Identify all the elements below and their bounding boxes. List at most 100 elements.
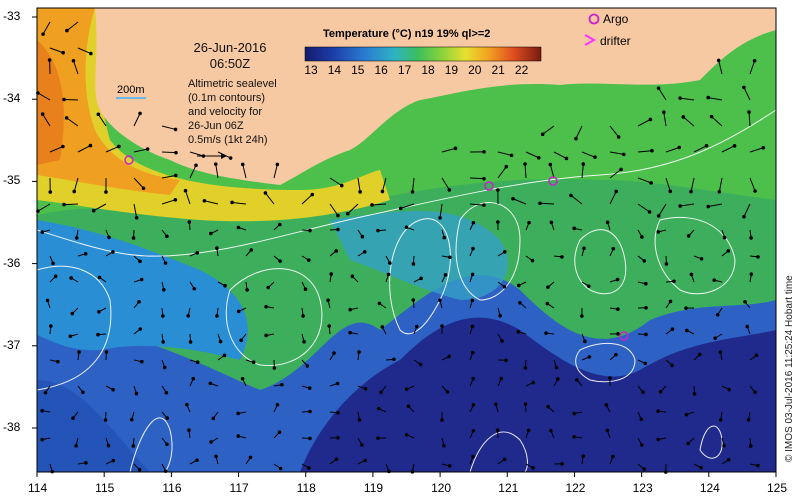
velocity-arrow-head — [443, 273, 448, 277]
x-tick-label: 117 — [229, 481, 249, 495]
velocity-arrow-head — [376, 406, 381, 411]
velocity-arrow — [265, 192, 275, 205]
plot-frame — [36, 7, 777, 473]
velocity-arrow — [77, 145, 91, 153]
velocity-arrow-head — [376, 228, 380, 233]
velocity-arrow-head — [165, 234, 169, 239]
velocity-arrow-head — [697, 352, 702, 357]
velocity-arrow-head — [357, 350, 361, 354]
velocity-arrow — [609, 169, 622, 179]
velocity-arrow-head — [706, 95, 711, 100]
colorbar-tick-label: 14 — [327, 63, 342, 77]
velocity-arrow-head — [209, 231, 213, 236]
velocity-arrow-head — [251, 360, 256, 365]
x-tick-label: 115 — [95, 481, 115, 495]
velocity-arrow-head — [140, 359, 144, 364]
velocity-arrow-head — [504, 164, 509, 169]
velocity-arrow — [133, 148, 148, 153]
velocity-arrow-head — [51, 261, 55, 266]
time-label: 06:50Z — [209, 56, 251, 71]
velocity-arrow-head — [572, 226, 576, 231]
velocity-arrow-head — [686, 441, 691, 446]
velocity-arrow-head — [104, 190, 108, 194]
velocity-arrow-head — [503, 249, 507, 254]
velocity-arrow-head — [61, 50, 65, 55]
velocity-arrow-head — [644, 281, 648, 286]
land-australia — [95, 8, 776, 185]
velocity-arrow-head — [173, 198, 178, 202]
velocity-arrow-head — [699, 256, 704, 261]
velocity-arrow — [66, 117, 79, 127]
velocity-arrow-head — [726, 249, 731, 253]
hot-core — [37, 8, 180, 195]
velocity-arrow — [539, 202, 555, 205]
velocity-arrow-head — [689, 189, 693, 194]
velocity-arrow-head — [138, 327, 143, 331]
velocity-arrow-head — [656, 230, 661, 234]
velocity-arrow-head — [504, 358, 508, 363]
velocity-arrow-head — [502, 457, 507, 462]
velocity-arrow — [63, 203, 79, 206]
velocity-arrow-head — [307, 258, 311, 263]
velocity-arrow-head — [582, 246, 586, 251]
velocity-arrow-head — [195, 250, 200, 255]
velocity-arrow — [609, 151, 624, 155]
velocity-arrow — [42, 21, 51, 35]
velocity-arrow — [301, 194, 313, 205]
colorbar-tick-label: 16 — [374, 63, 388, 77]
velocity-arrow-head — [70, 311, 75, 316]
velocity-arrow — [637, 150, 652, 153]
velocity-arrow-head — [641, 390, 645, 395]
velocity-arrow-head — [745, 324, 749, 329]
velocity-arrow-head — [84, 461, 88, 465]
velocity-arrow-head — [106, 443, 111, 448]
y-tick-label: -34 — [3, 91, 21, 106]
velocity-arrow-head — [656, 86, 661, 90]
argo-float — [484, 181, 494, 191]
velocity-arrow-head — [530, 258, 535, 263]
velocity-arrow-head — [747, 110, 751, 114]
velocity-arrow-head — [678, 96, 682, 100]
velocity-arrow-head — [569, 193, 573, 198]
x-tick-label: 114 — [28, 481, 48, 495]
velocity-arrow — [441, 147, 456, 153]
velocity-arrow-head — [605, 220, 610, 225]
velocity-arrow-head — [332, 351, 336, 355]
velocity-arrow-head — [81, 390, 85, 395]
velocity-arrow-head — [470, 324, 475, 329]
velocity-arrow-head — [162, 287, 166, 292]
velocity-arrow-head — [278, 222, 282, 227]
velocity-arrow-head — [360, 234, 365, 239]
x-tick-label: 121 — [498, 481, 519, 495]
velocity-arrow — [161, 125, 176, 130]
velocity-arrow — [680, 97, 695, 101]
velocity-arrow-head — [264, 333, 268, 338]
velocity-arrow-head — [496, 220, 500, 224]
velocity-arrow — [743, 87, 751, 101]
velocity-arrow-head — [689, 272, 694, 277]
velocity-arrow-head — [202, 198, 207, 203]
velocity-arrow-head — [752, 58, 757, 63]
velocity-arrow — [663, 112, 667, 127]
velocity-arrow-head — [642, 259, 647, 263]
velocity-arrow-head — [692, 392, 697, 396]
velocity-arrow-head — [470, 298, 475, 303]
velocity-arrow-head — [111, 387, 115, 392]
colorbar-tick-label: 18 — [421, 63, 435, 77]
velocity-arrow — [411, 177, 415, 192]
velocity-arrow-head — [303, 287, 308, 291]
velocity-arrow-head — [74, 443, 78, 448]
velocity-arrow-head — [448, 255, 452, 260]
velocity-arrow-head — [482, 203, 486, 207]
velocity-arrow-head — [574, 136, 578, 141]
velocity-arrow — [637, 119, 651, 127]
argo-float — [124, 155, 134, 165]
velocity-arrow-head — [218, 339, 223, 344]
x-tick-label: 122 — [565, 481, 586, 495]
velocity-arrow-head — [97, 309, 101, 314]
velocity-arrow-head — [278, 466, 283, 471]
velocity-arrow-head — [540, 132, 545, 137]
velocity-arrow-head — [518, 301, 522, 305]
velocity-arrow-head — [72, 189, 77, 194]
